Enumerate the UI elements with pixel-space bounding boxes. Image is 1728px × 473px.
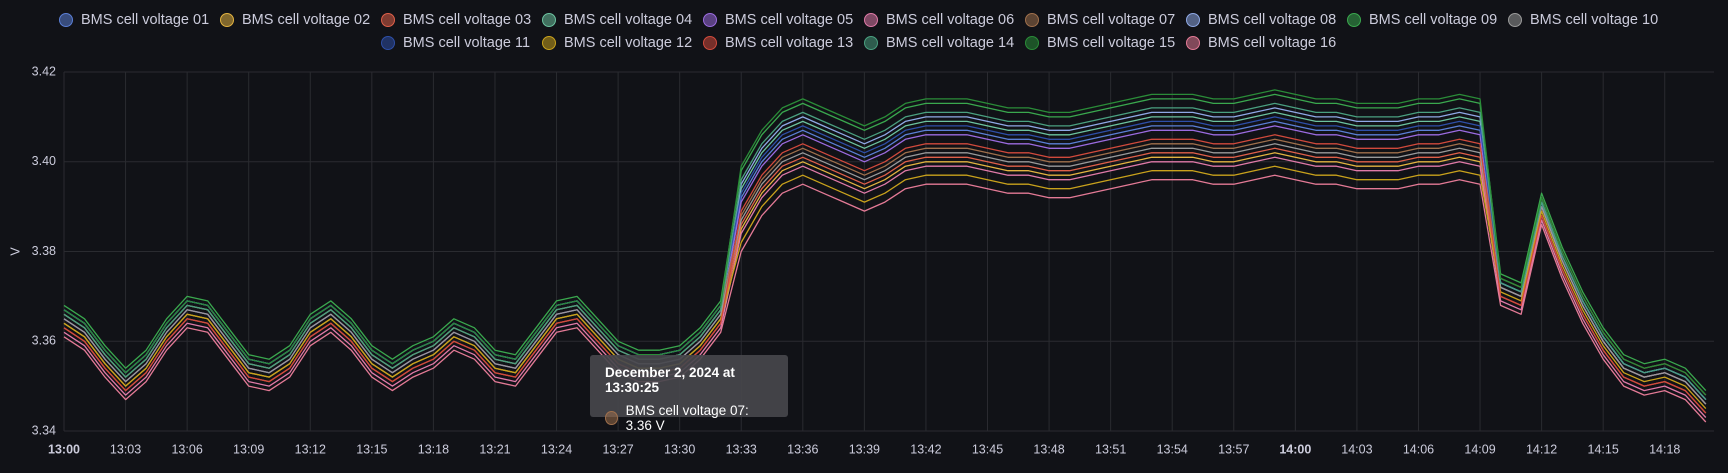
legend-swatch (59, 13, 73, 27)
legend-item[interactable]: BMS cell voltage 03 (381, 12, 542, 28)
legend-swatch (864, 13, 878, 27)
series-line (63, 143, 1707, 405)
legend-label: BMS cell voltage 02 (242, 12, 371, 28)
legend-label: BMS cell voltage 12 (564, 35, 693, 51)
legend-label: BMS cell voltage 07 (1047, 12, 1176, 28)
legend-label: BMS cell voltage 06 (886, 12, 1015, 28)
legend-item[interactable]: BMS cell voltage 10 (1508, 12, 1669, 28)
legend-item[interactable]: BMS cell voltage 07 (1025, 12, 1186, 28)
series-line (63, 102, 1707, 401)
x-tick-label: 13:54 (1157, 442, 1188, 456)
x-tick-label: 13:09 (233, 442, 264, 456)
legend-item[interactable]: BMS cell voltage 15 (1025, 35, 1186, 51)
legend-swatch (1186, 36, 1200, 50)
tooltip-row: BMS cell voltage 07: 3.36 V (605, 403, 773, 433)
legend-item[interactable]: BMS cell voltage 09 (1347, 12, 1508, 28)
x-tick-label: 13:15 (356, 442, 387, 456)
x-tick-label: 14:03 (1341, 442, 1372, 456)
x-tick-label: 13:30 (664, 442, 695, 456)
legend-label: BMS cell voltage 08 (1208, 12, 1337, 28)
legend-swatch (1508, 13, 1522, 27)
legend-swatch (1025, 36, 1039, 50)
y-tick-label: 3.36 (32, 334, 56, 348)
series-line (63, 156, 1707, 418)
x-tick-label: 13:57 (1218, 442, 1249, 456)
tooltip-title: December 2, 2024 at 13:30:25 (605, 365, 735, 395)
x-tick-label: 13:18 (418, 442, 449, 456)
legend: BMS cell voltage 01 BMS cell voltage 02 BM… (59, 12, 1669, 51)
tooltip-text: BMS cell voltage 07: 3.36 V (625, 403, 749, 433)
legend-label: BMS cell voltage 11 (403, 35, 531, 51)
legend-item[interactable]: BMS cell voltage 02 (220, 12, 381, 28)
legend-label: BMS cell voltage 01 (81, 12, 210, 28)
legend-swatch (1347, 13, 1361, 27)
series-line (63, 134, 1707, 414)
legend-swatch (542, 36, 556, 50)
x-tick-label: 13:39 (849, 442, 880, 456)
x-tick-label: 13:21 (479, 442, 510, 456)
x-tick-label: 13:06 (171, 442, 202, 456)
legend-label: BMS cell voltage 09 (1369, 12, 1498, 28)
legend-item[interactable]: BMS cell voltage 13 (703, 35, 864, 51)
legend-label: BMS cell voltage 16 (1208, 35, 1337, 51)
x-tick-label: 13:00 (48, 442, 80, 456)
legend-item[interactable]: BMS cell voltage 04 (542, 12, 703, 28)
x-tick-label: 14:00 (1279, 442, 1311, 456)
y-tick-label: 3.42 (32, 64, 56, 78)
legend-label: BMS cell voltage 03 (403, 12, 532, 28)
tooltip-swatch (605, 411, 618, 425)
x-tick-label: 14:18 (1649, 442, 1680, 456)
y-axis-label: V (8, 247, 22, 256)
x-tick-label: 13:03 (110, 442, 141, 456)
legend-item[interactable]: BMS cell voltage 08 (1186, 12, 1347, 28)
y-tick-label: 3.34 (32, 423, 56, 437)
x-tick-label: 13:48 (1033, 442, 1064, 456)
x-tick-label: 14:12 (1526, 442, 1557, 456)
x-tick-label: 13:45 (972, 442, 1003, 456)
y-tick-label: 3.38 (32, 244, 56, 258)
legend-swatch (1186, 13, 1200, 27)
legend-item[interactable]: BMS cell voltage 14 (864, 35, 1025, 51)
series-line (63, 89, 1707, 396)
x-tick-label: 13:27 (602, 442, 633, 456)
y-tick-label: 3.40 (32, 154, 56, 168)
legend-item[interactable]: BMS cell voltage 12 (542, 35, 703, 51)
x-tick-label: 13:36 (787, 442, 818, 456)
legend-label: BMS cell voltage 04 (564, 12, 693, 28)
legend-label: BMS cell voltage 14 (886, 35, 1015, 51)
series-line (63, 165, 1707, 410)
legend-item[interactable]: BMS cell voltage 01 (59, 12, 220, 28)
legend-label: BMS cell voltage 10 (1530, 12, 1659, 28)
legend-swatch (542, 13, 556, 27)
tooltip: December 2, 2024 at 13:30:25 BMS cell vo… (590, 355, 788, 433)
series-line (63, 93, 1707, 392)
series-line (63, 174, 1707, 423)
x-tick-label: 13:12 (295, 442, 326, 456)
legend-swatch (220, 13, 234, 27)
legend-swatch (703, 13, 717, 27)
legend-item[interactable]: BMS cell voltage 16 (1186, 35, 1347, 51)
legend-item[interactable]: BMS cell voltage 11 (381, 35, 542, 51)
x-tick-label: 13:42 (910, 442, 941, 456)
x-tick-label: 14:06 (1403, 442, 1434, 456)
x-tick-label: 13:33 (726, 442, 757, 456)
legend-swatch (381, 36, 395, 50)
legend-swatch (381, 13, 395, 27)
legend-swatch (864, 36, 878, 50)
legend-item[interactable]: BMS cell voltage 06 (864, 12, 1025, 28)
legend-swatch (1025, 13, 1039, 27)
legend-item[interactable]: BMS cell voltage 05 (703, 12, 864, 28)
legend-label: BMS cell voltage 13 (725, 35, 854, 51)
legend-label: BMS cell voltage 15 (1047, 35, 1176, 51)
x-tick-label: 13:24 (541, 442, 572, 456)
x-tick-label: 14:15 (1588, 442, 1619, 456)
x-tick-label: 14:09 (1464, 442, 1495, 456)
legend-swatch (703, 36, 717, 50)
x-tick-label: 13:51 (1095, 442, 1126, 456)
legend-label: BMS cell voltage 05 (725, 12, 854, 28)
